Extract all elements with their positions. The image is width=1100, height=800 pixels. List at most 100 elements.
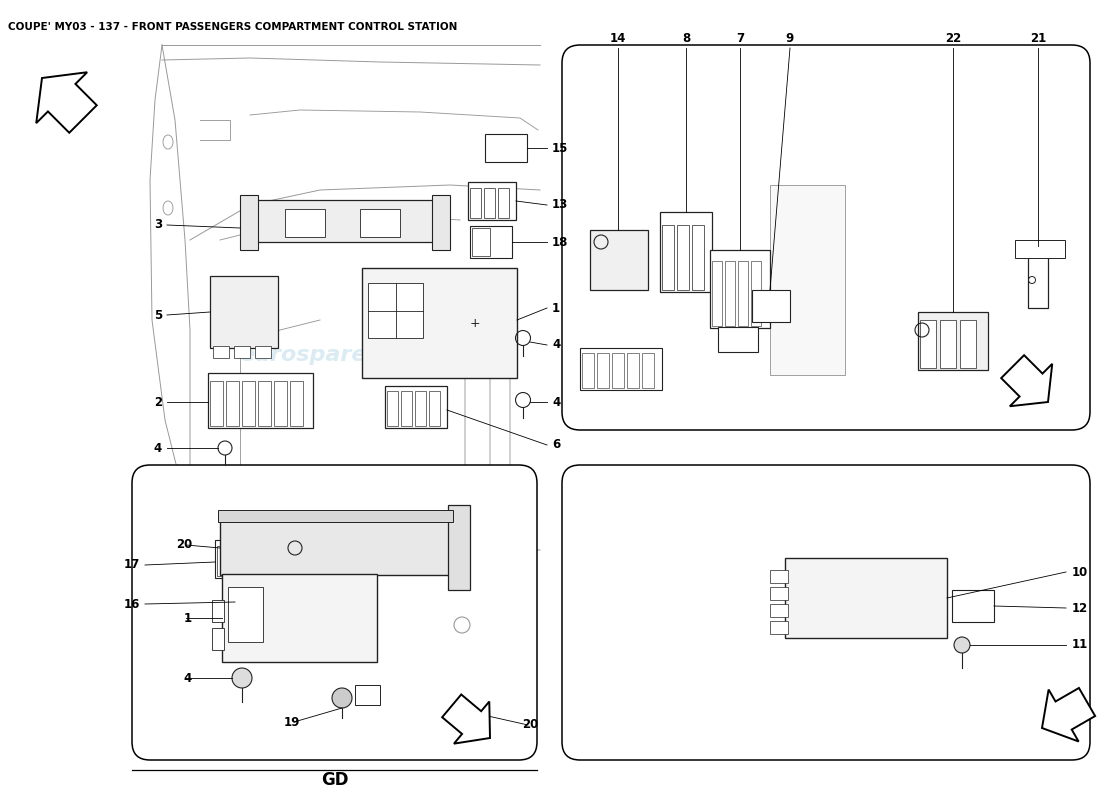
- Bar: [210, 381, 223, 426]
- Text: 21: 21: [1030, 31, 1046, 45]
- Bar: [222, 574, 377, 662]
- Bar: [472, 228, 490, 256]
- Bar: [432, 195, 450, 250]
- Bar: [274, 381, 287, 426]
- Text: 16: 16: [123, 598, 140, 610]
- Bar: [770, 587, 788, 600]
- Polygon shape: [442, 694, 490, 744]
- Bar: [642, 353, 654, 388]
- FancyBboxPatch shape: [562, 465, 1090, 760]
- Bar: [368, 283, 424, 338]
- Bar: [718, 327, 758, 352]
- Text: 22: 22: [945, 31, 961, 45]
- Bar: [785, 558, 947, 638]
- Bar: [952, 590, 994, 622]
- FancyBboxPatch shape: [132, 465, 537, 760]
- Bar: [710, 250, 770, 328]
- Bar: [485, 134, 527, 162]
- FancyBboxPatch shape: [562, 45, 1090, 430]
- Text: 3: 3: [154, 218, 162, 231]
- Bar: [960, 320, 976, 368]
- Bar: [770, 621, 788, 634]
- Text: 14: 14: [609, 31, 626, 45]
- Bar: [242, 381, 255, 426]
- Bar: [429, 391, 440, 426]
- Text: eurospares: eurospares: [283, 596, 387, 614]
- Bar: [258, 381, 271, 426]
- Text: 13: 13: [552, 198, 569, 211]
- Polygon shape: [1001, 355, 1053, 406]
- Bar: [940, 320, 956, 368]
- Bar: [217, 546, 229, 576]
- Text: eurospares: eurospares: [240, 345, 381, 365]
- Text: 17: 17: [123, 558, 140, 571]
- Bar: [920, 320, 936, 368]
- Bar: [918, 312, 988, 370]
- Text: 2: 2: [154, 395, 162, 409]
- Bar: [580, 348, 662, 390]
- Text: 12: 12: [1072, 602, 1088, 614]
- Text: 10: 10: [1072, 566, 1088, 578]
- Text: 6: 6: [552, 438, 560, 451]
- Bar: [240, 195, 258, 250]
- Text: 1: 1: [184, 611, 192, 625]
- Bar: [402, 391, 412, 426]
- Bar: [582, 353, 594, 388]
- Bar: [387, 391, 398, 426]
- Bar: [692, 225, 704, 290]
- Text: 4: 4: [184, 671, 192, 685]
- Polygon shape: [36, 72, 97, 133]
- Bar: [360, 209, 400, 237]
- Circle shape: [332, 688, 352, 708]
- Bar: [468, 182, 516, 220]
- Bar: [612, 353, 624, 388]
- Text: 20: 20: [176, 538, 192, 551]
- Circle shape: [954, 637, 970, 653]
- Bar: [751, 261, 761, 326]
- Text: 5: 5: [154, 309, 162, 322]
- Text: 18: 18: [552, 235, 569, 249]
- Bar: [226, 381, 239, 426]
- Text: 20: 20: [522, 718, 538, 731]
- Polygon shape: [1042, 688, 1096, 742]
- Bar: [725, 261, 735, 326]
- Text: 4: 4: [552, 338, 560, 351]
- Text: 4: 4: [552, 395, 560, 409]
- Text: 9: 9: [785, 31, 794, 45]
- Circle shape: [232, 668, 252, 688]
- Bar: [597, 353, 609, 388]
- Bar: [212, 600, 224, 622]
- Bar: [660, 212, 712, 292]
- Bar: [233, 546, 245, 576]
- Text: 15: 15: [552, 142, 569, 154]
- Bar: [484, 188, 495, 218]
- Bar: [1028, 246, 1048, 308]
- Bar: [470, 226, 512, 258]
- Bar: [210, 276, 278, 348]
- Bar: [249, 546, 261, 576]
- Bar: [738, 261, 748, 326]
- Bar: [770, 570, 788, 583]
- Text: 11: 11: [1072, 638, 1088, 651]
- Bar: [448, 505, 470, 590]
- Text: 7: 7: [736, 31, 744, 45]
- Bar: [770, 185, 845, 375]
- Bar: [752, 290, 790, 322]
- Text: 1: 1: [552, 302, 560, 314]
- Bar: [470, 188, 481, 218]
- Bar: [662, 225, 674, 290]
- Text: eurospares: eurospares: [768, 576, 872, 594]
- Bar: [212, 628, 224, 650]
- Bar: [213, 346, 229, 358]
- Bar: [362, 268, 517, 378]
- Bar: [770, 604, 788, 617]
- Bar: [676, 225, 689, 290]
- Bar: [255, 200, 434, 242]
- Bar: [385, 386, 447, 428]
- Bar: [355, 685, 380, 705]
- Bar: [228, 587, 263, 642]
- Text: 19: 19: [284, 715, 300, 729]
- Text: eurospares: eurospares: [758, 231, 872, 249]
- Bar: [214, 540, 270, 578]
- Bar: [1015, 240, 1065, 258]
